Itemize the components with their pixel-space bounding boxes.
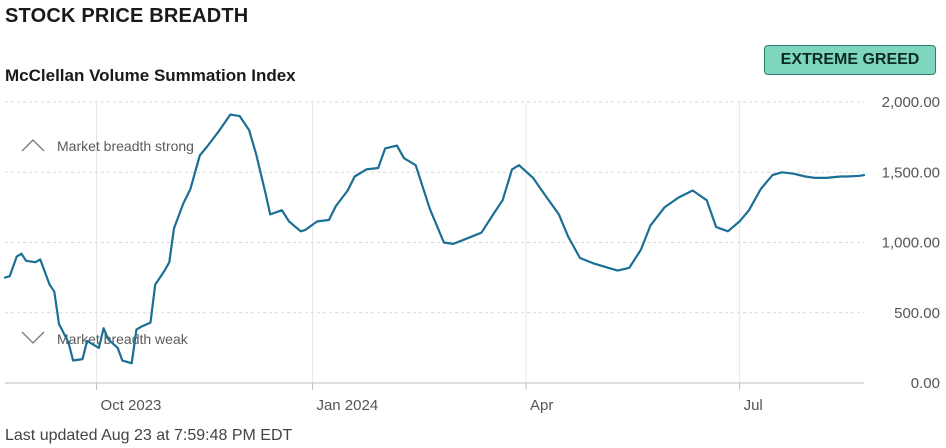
x-tick-label: Apr <box>530 397 553 414</box>
annotation-strong: Market breadth strong <box>57 138 194 154</box>
x-tick-label: Jan 2024 <box>316 397 378 414</box>
y-tick-label: 500.00 <box>894 305 940 322</box>
y-tick-label: 1,500.00 <box>882 164 940 181</box>
x-tick-label: Jul <box>744 397 763 414</box>
last-updated: Last updated Aug 23 at 7:59:48 PM EDT <box>5 427 293 444</box>
summation-index-line <box>3 113 866 365</box>
chart-title: McClellan Volume Summation Index <box>5 66 296 85</box>
y-tick-label: 2,000.00 <box>882 94 940 111</box>
chevron-up-icon <box>21 139 45 152</box>
grid-layer <box>5 101 864 390</box>
y-tick-label: 1,000.00 <box>882 235 940 252</box>
sentiment-badge: EXTREME GREED <box>764 45 936 75</box>
chevron-down-icon <box>21 331 45 344</box>
tick-label-layer: 0.00 500.00 1,000.00 1,500.00 2,000.00 Oct 20… <box>101 94 940 414</box>
series-layer <box>3 113 866 365</box>
section-title: STOCK PRICE BREADTH <box>5 5 249 27</box>
annotation-weak: Market breadth weak <box>57 331 189 347</box>
y-tick-label: 0.00 <box>911 375 940 392</box>
x-tick-label: Oct 2023 <box>101 397 162 414</box>
